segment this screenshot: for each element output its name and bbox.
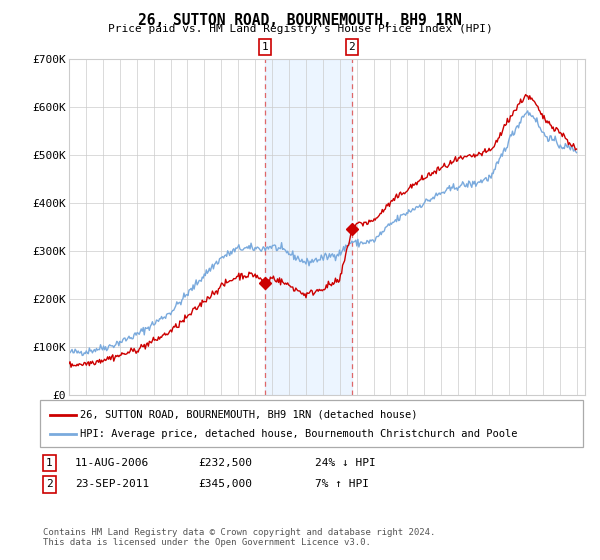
Text: 26, SUTTON ROAD, BOURNEMOUTH, BH9 1RN: 26, SUTTON ROAD, BOURNEMOUTH, BH9 1RN (138, 13, 462, 28)
Text: 2: 2 (46, 479, 53, 489)
Text: £232,500: £232,500 (198, 458, 252, 468)
Text: Price paid vs. HM Land Registry's House Price Index (HPI): Price paid vs. HM Land Registry's House … (107, 24, 493, 34)
Text: Contains HM Land Registry data © Crown copyright and database right 2024.
This d: Contains HM Land Registry data © Crown c… (43, 528, 436, 547)
Text: HPI: Average price, detached house, Bournemouth Christchurch and Poole: HPI: Average price, detached house, Bour… (80, 429, 518, 439)
Bar (265, 59, 352, 395)
Text: 1: 1 (46, 458, 53, 468)
Text: 7% ↑ HPI: 7% ↑ HPI (315, 479, 369, 489)
Text: 26, SUTTON ROAD, BOURNEMOUTH, BH9 1RN (detached house): 26, SUTTON ROAD, BOURNEMOUTH, BH9 1RN (d… (80, 410, 418, 419)
Text: £345,000: £345,000 (198, 479, 252, 489)
Text: 23-SEP-2011: 23-SEP-2011 (75, 479, 149, 489)
Text: 1: 1 (262, 42, 269, 52)
Text: 2: 2 (349, 42, 355, 52)
Text: 24% ↓ HPI: 24% ↓ HPI (315, 458, 376, 468)
Text: 11-AUG-2006: 11-AUG-2006 (75, 458, 149, 468)
